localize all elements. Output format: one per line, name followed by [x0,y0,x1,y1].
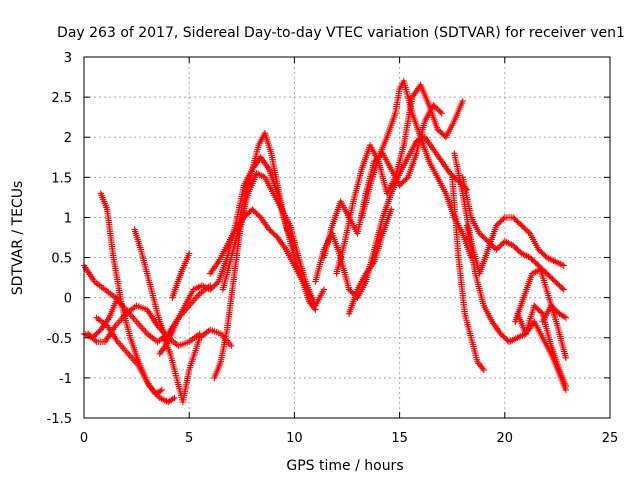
data-point-markers [514,302,569,390]
x-tick-label: 20 [497,431,514,446]
series-track-5 [93,314,178,406]
y-tick-label: 0 [64,292,72,307]
x-tick-label: 5 [185,431,193,446]
chart-title: Day 263 of 2017, Sidereal Day-to-day VTE… [57,25,625,41]
series-track-9 [169,250,193,301]
axis-ticks [83,56,611,419]
data-point-markers [539,302,569,325]
x-tick-label: 15 [391,431,408,446]
y-tick-label: -1.5 [47,412,72,427]
data-point-markers [459,174,567,293]
series-track-12 [219,170,328,309]
series-track-15 [333,81,466,277]
y-tick-label: 1.5 [51,171,72,186]
data-point-markers [219,170,328,309]
y-tick-label: 3 [64,51,72,66]
data-point-markers [93,314,178,406]
y-tick-label: 1 [64,211,72,226]
data-point-markers [451,150,567,277]
series-track-23 [514,302,569,390]
data-point-markers [160,326,235,406]
y-tick-label: -1 [59,372,72,387]
data-point-markers [449,174,487,374]
data-marks [80,77,569,406]
series-track-20 [449,174,487,374]
x-axis-label: GPS time / hours [286,458,403,474]
y-tick-labels: -1.5 -1 -0.5 0 0.5 1 1.5 2 2.5 3 [47,51,72,427]
plot-frame [83,56,611,419]
y-tick-label: 2 [64,131,72,146]
series-track-17 [345,206,395,317]
data-point-markers [333,81,466,277]
y-tick-label: -0.5 [47,332,72,347]
data-point-markers [169,250,193,301]
x-tick-label: 0 [80,431,88,446]
data-point-markers [131,226,170,341]
series-track-7 [160,326,235,406]
x-tick-label: 10 [286,431,303,446]
y-axis-label: SDTVAR / TECUs [10,181,26,296]
x-tick-labels: 0 5 10 15 20 25 [80,431,618,446]
data-point-markers [345,206,395,317]
series-track-6 [131,226,170,341]
x-tick-label: 25 [602,431,619,446]
series-track-18 [451,150,567,277]
series-track-24 [539,302,569,325]
grid [84,57,610,418]
series-track-19 [459,174,567,293]
y-tick-label: 0.5 [51,252,72,267]
y-tick-label: 2.5 [51,91,72,106]
